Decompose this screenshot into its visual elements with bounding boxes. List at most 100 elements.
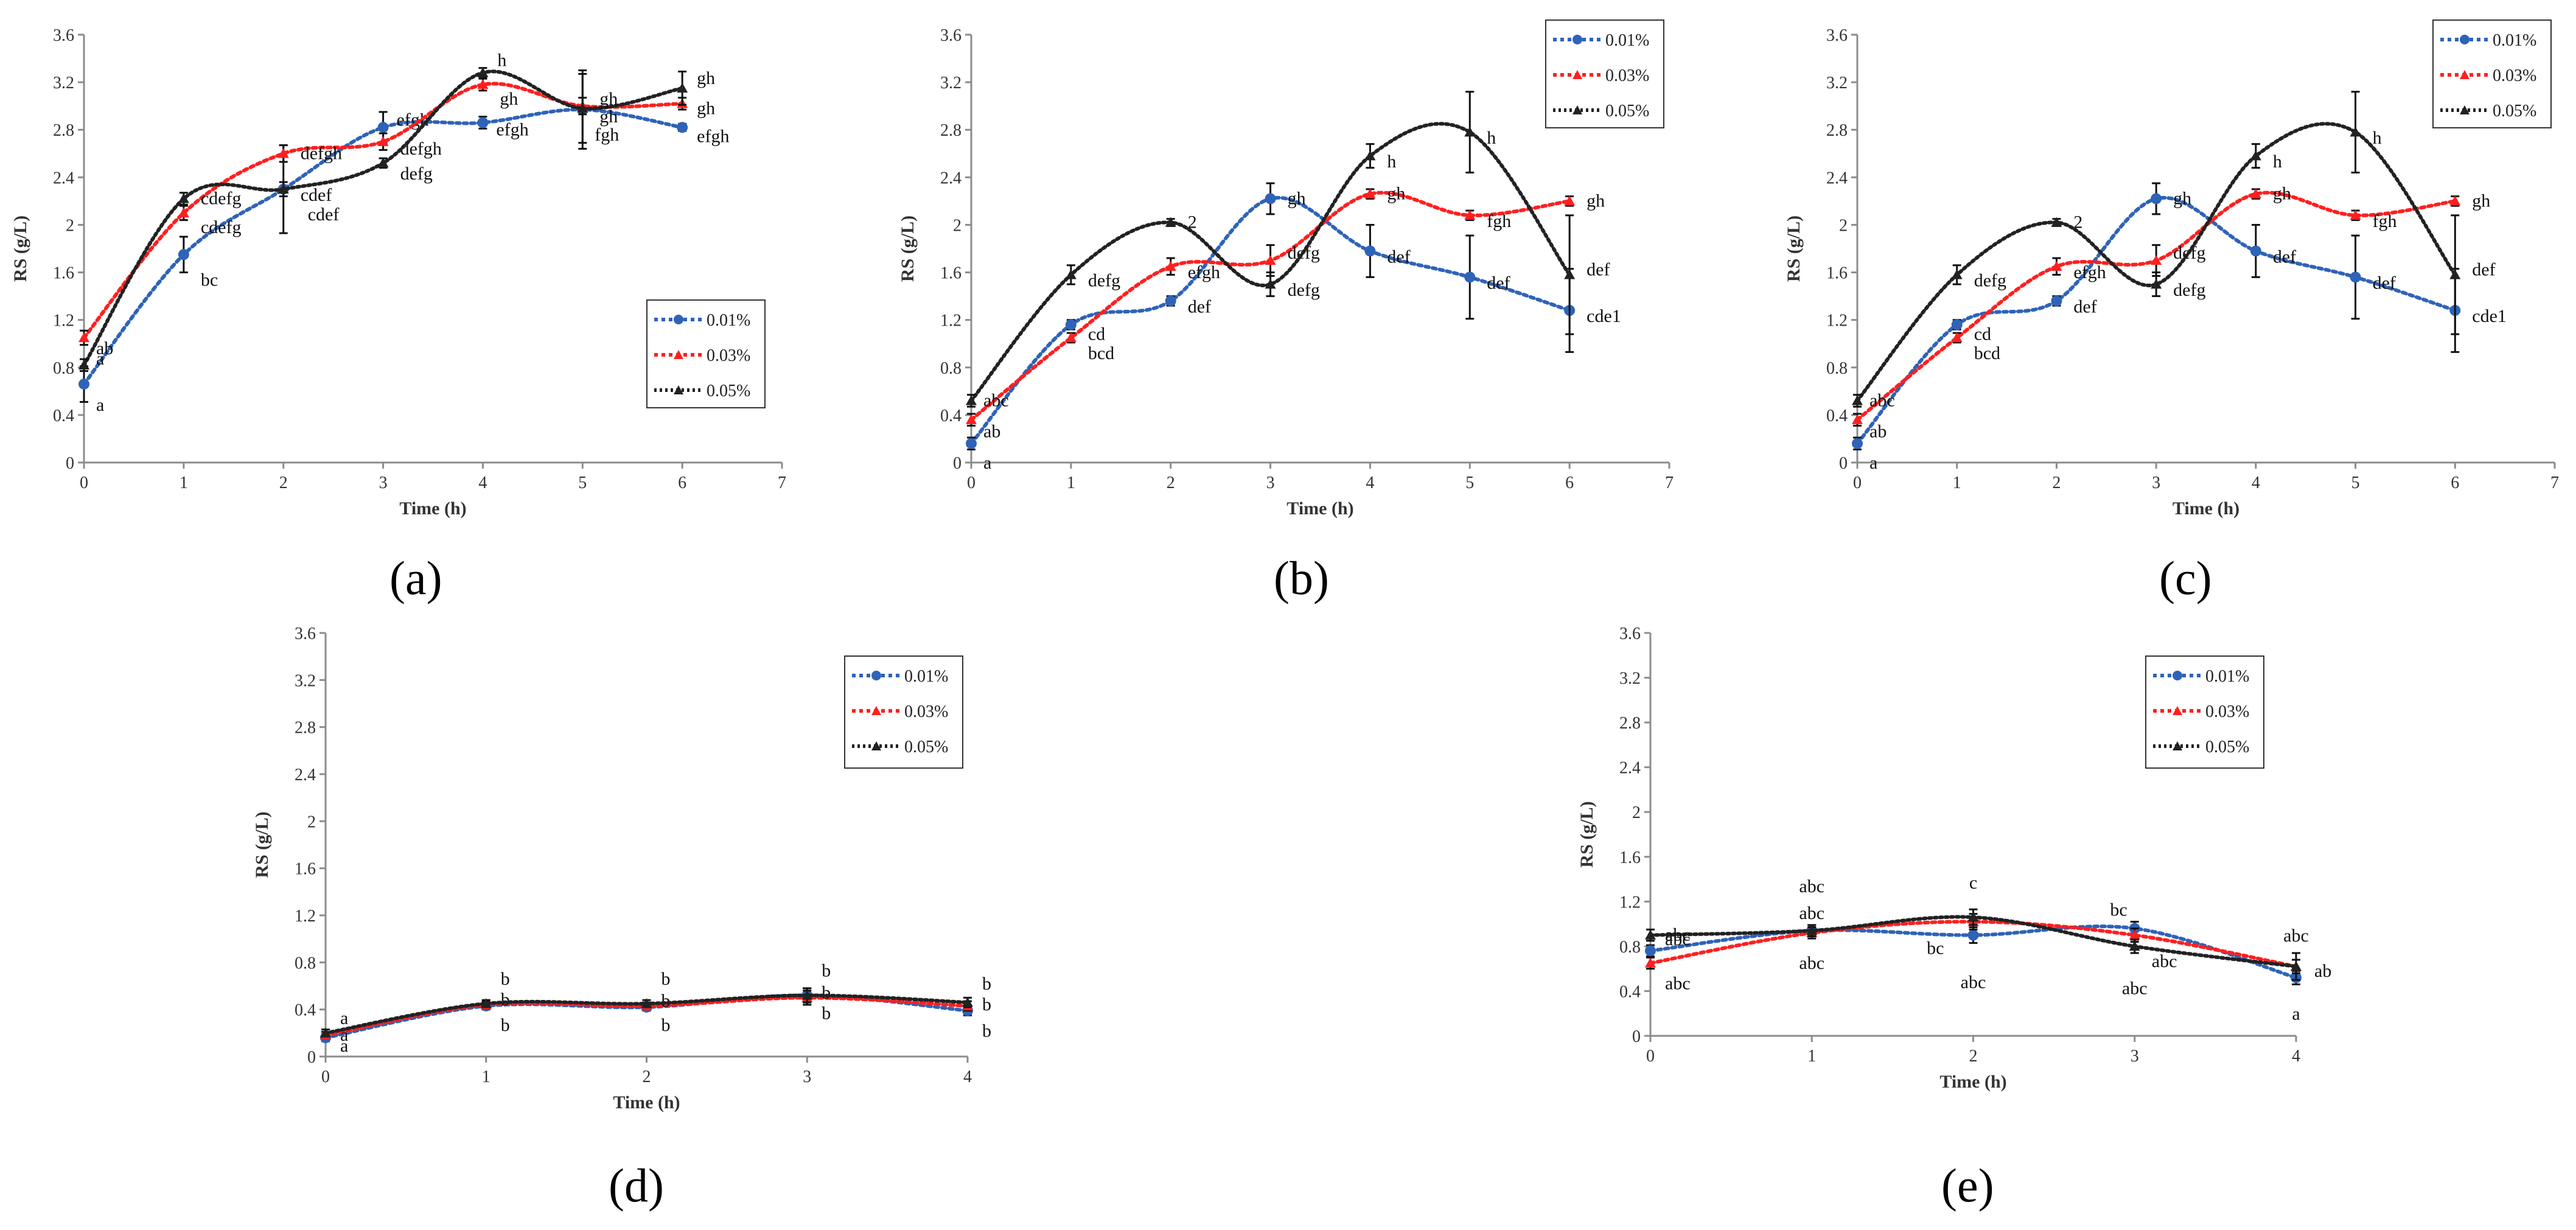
data-point — [377, 136, 389, 146]
data-point — [577, 103, 588, 113]
y-tick-label: 1.6 — [940, 264, 962, 283]
data-point — [677, 122, 688, 133]
data-point — [1165, 260, 1176, 271]
data-label: gh — [1586, 190, 1605, 211]
data-label: b — [661, 969, 671, 989]
data-label: cdefg — [201, 217, 242, 237]
x-tick-label: 0 — [321, 1068, 330, 1086]
y-tick-label: 2.8 — [53, 121, 74, 140]
data-label: efgh — [697, 126, 729, 146]
x-tick-label: 4 — [963, 1068, 972, 1086]
x-tick-label: 7 — [2550, 473, 2559, 492]
data-point — [1265, 279, 1276, 289]
x-tick-label: 5 — [2351, 473, 2360, 492]
chart-panel-e: 0 0.4 0.8 1.2 1.6 2 2.4 2.8 3.2 3.6 0 1 2 3 4 Time (h) R… — [1577, 624, 2331, 1092]
data-label: def — [1188, 296, 1211, 316]
y-tick-label: 0.4 — [53, 407, 74, 425]
data-point — [1464, 127, 1476, 137]
x-tick-label: 6 — [1565, 473, 1574, 492]
y-tick-label: 2.4 — [53, 169, 74, 187]
data-point — [801, 990, 813, 1000]
legend-label: 0.05% — [707, 382, 750, 400]
data-point — [1852, 414, 1863, 424]
data-point — [2350, 271, 2361, 283]
data-point — [320, 1027, 331, 1038]
data-point — [79, 332, 89, 343]
x-tick-label: 2 — [279, 473, 288, 492]
data-label: b — [501, 1015, 510, 1035]
x-tick-label: 1 — [1953, 473, 1961, 492]
data-point — [1464, 209, 1476, 220]
data-label: b — [982, 974, 991, 994]
data-label: gh — [697, 98, 715, 118]
y-axis-label: RS (g/L) — [898, 215, 918, 282]
data-point — [277, 183, 289, 194]
y-axis-label: RS (g/L) — [252, 811, 272, 878]
data-point — [2051, 295, 2062, 307]
legend-label: 0.01% — [707, 311, 750, 330]
x-axis-label: Time (h) — [613, 1092, 680, 1113]
data-label: defg — [1288, 280, 1320, 300]
legend-label: 0.05% — [904, 738, 948, 757]
legend-marker — [674, 315, 683, 324]
data-label: cde1 — [2472, 306, 2507, 326]
data-point — [677, 82, 688, 93]
x-tick-label: 4 — [2252, 473, 2260, 492]
data-point — [1967, 912, 1979, 922]
y-tick-label: 2 — [66, 216, 74, 235]
series-line — [1855, 190, 2457, 422]
x-axis-label: Time (h) — [1286, 498, 1353, 519]
data-label: defgh — [301, 143, 342, 163]
y-tick-label: 0 — [66, 454, 74, 473]
y-tick-label: 3.6 — [1826, 26, 1848, 45]
data-label: gh — [2173, 188, 2191, 208]
y-tick-label: 3.2 — [53, 74, 74, 93]
data-label: ab — [2314, 961, 2331, 981]
data-point — [1265, 193, 1276, 204]
y-tick-label: 2.8 — [1826, 121, 1848, 140]
data-label: b — [822, 1003, 831, 1023]
data-label: abc — [1799, 953, 1824, 973]
x-tick-label: 0 — [80, 473, 88, 492]
data-label: def — [2373, 273, 2396, 293]
legend: 0.01% 0.03% 0.05% — [2145, 655, 2264, 769]
y-tick-label: 1.6 — [1826, 264, 1848, 283]
data-label: gh — [599, 89, 618, 109]
legend-box — [844, 655, 963, 769]
data-point — [1951, 269, 1963, 279]
y-axis-label: RS (g/L) — [10, 215, 30, 282]
data-point — [1065, 332, 1077, 343]
y-tick-label: 2.4 — [1826, 169, 1848, 187]
y-tick-label: 0.8 — [1619, 938, 1641, 957]
data-label: gh — [599, 107, 618, 127]
y-tick-label: 3.2 — [1826, 74, 1848, 93]
y-tick-label: 0.4 — [1619, 982, 1641, 1001]
legend: 0.01% 0.03% 0.05% — [646, 299, 766, 408]
x-tick-label: 4 — [478, 473, 487, 492]
chart-panel-d: 0 0.4 0.8 1.2 1.6 2 2.4 2.8 3.2 3.6 0 1 2 3 4 Time (h) R… — [252, 624, 991, 1113]
chart-panel-c: 0 0.4 0.8 1.2 1.6 2 2.4 2.8 3.2 3.6 0 1 2 3 4 5 6 7 Time (… — [1784, 19, 2559, 519]
data-label: h — [2373, 128, 2382, 148]
data-point — [377, 122, 389, 133]
x-tick-label: 4 — [2292, 1047, 2300, 1066]
x-tick-label: 2 — [2052, 473, 2061, 492]
y-tick-label: 2.8 — [1619, 714, 1641, 733]
legend-label: 0.05% — [2205, 738, 2249, 757]
data-label: def — [2073, 296, 2096, 316]
y-tick-label: 0 — [307, 1048, 316, 1067]
y-tick-label: 3.2 — [1619, 669, 1641, 688]
legend: 0.01% 0.03% 0.05% — [1545, 19, 1664, 128]
y-tick-label: 2.8 — [295, 719, 316, 738]
data-label: defg — [2173, 280, 2205, 300]
data-label: gh — [697, 68, 715, 88]
y-tick-label: 1.6 — [295, 860, 316, 879]
data-point — [1645, 957, 1656, 968]
legend-marker — [871, 741, 881, 750]
y-tick-label: 0.8 — [53, 359, 74, 378]
data-point — [2449, 269, 2461, 279]
data-label: cdefg — [201, 188, 242, 208]
data-point — [1165, 295, 1176, 307]
panel-label-b: (b) — [1274, 551, 1329, 604]
y-tick-label: 2.4 — [940, 169, 962, 187]
